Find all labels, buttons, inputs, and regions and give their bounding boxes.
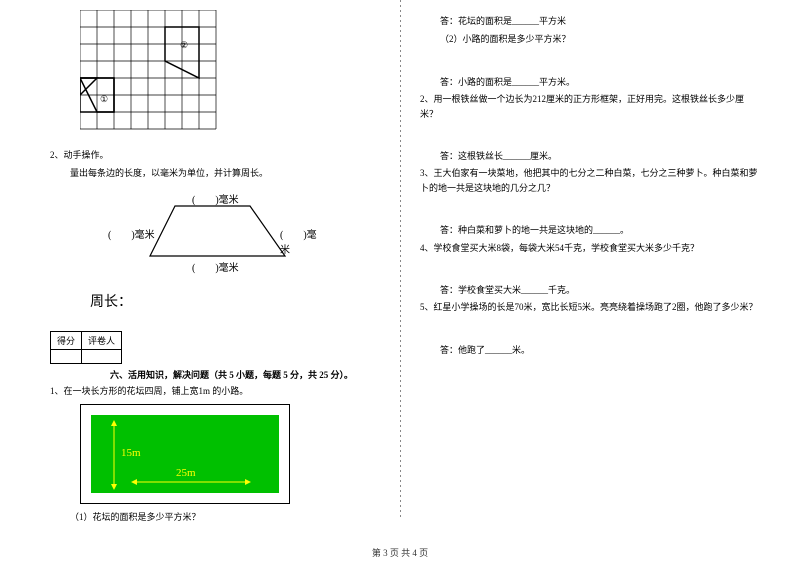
- trap-label-right: ( )毫米: [280, 226, 320, 256]
- rect-height-label: 15m: [121, 447, 141, 459]
- height-arrow-icon: [109, 420, 119, 490]
- score-table: 得分 评卷人: [50, 331, 122, 364]
- q1-sub1: （1）花坛的面积是多少平方米？: [70, 510, 390, 523]
- page-footer: 第 3 页 共 4 页: [0, 546, 800, 559]
- flowerbed-inner: 15m 25m: [91, 415, 279, 493]
- shape-1-label: ①: [100, 94, 108, 104]
- trap-label-left: ( )毫米: [108, 226, 155, 241]
- answer-1b: 答：小路的面积是______平方米。: [440, 75, 760, 89]
- q1-sub2: （2）小路的面积是多少平方米？: [440, 32, 760, 46]
- perimeter-label: 周长：: [90, 291, 390, 311]
- trap-label-bottom: ( )毫米: [192, 259, 239, 274]
- shape-2-label: ②: [180, 40, 188, 50]
- q5-right: 5、红星小学操场的长是70米，宽比长短5米。亮亮绕着操场跑了2圈，他跑了多少米？: [420, 300, 760, 314]
- rect-width-label: 25m: [176, 467, 196, 479]
- right-column: 答：花坛的面积是______平方米 （2）小路的面积是多少平方米？ 答：小路的面…: [420, 10, 760, 357]
- score-col-2: 评卷人: [82, 331, 122, 349]
- q2-right: 2、用一根铁丝做一个边长为212厘米的正方形框架，正好用完。这根铁丝长多少厘米？: [420, 92, 760, 121]
- q4-right: 4、学校食堂买大米8袋，每袋大米54千克，学校食堂买大米多少千克？: [420, 241, 760, 255]
- section-6-title: 六、活用知识，解决问题（共 5 小题，每题 5 分，共 25 分）。: [110, 368, 390, 381]
- q3-right: 3、王大伯家有一块菜地，他把其中的七分之二种白菜，七分之三种萝卜。种白菜和萝卜的…: [420, 166, 760, 195]
- grid-svg: ① ②: [80, 10, 230, 140]
- flowerbed-figure: 15m 25m: [80, 404, 290, 504]
- grid-figure: ① ②: [80, 10, 390, 140]
- answer-5: 答：他跑了______米。: [440, 343, 760, 357]
- column-divider: [400, 0, 401, 520]
- trapezoid-figure: ( )毫米 ( )毫米 ( )毫米 ( )毫米: [120, 191, 320, 281]
- score-col-1: 得分: [51, 331, 82, 349]
- answer-1a: 答：花坛的面积是______平方米: [440, 14, 760, 28]
- q2-number: 2、动手操作。: [50, 148, 390, 162]
- q1: 1、在一块长方形的花坛四周，铺上宽1m 的小路。: [50, 384, 390, 398]
- trap-label-top: ( )毫米: [192, 191, 239, 206]
- answer-2: 答：这根铁丝长______厘米。: [440, 149, 760, 163]
- left-column: ① ② 2、动手操作。 量出每条边的长度，以毫米为单位，并计算周长。 ( )毫米…: [50, 10, 390, 523]
- answer-4: 答：学校食堂买大米______千克。: [440, 283, 760, 297]
- answer-3: 答：种白菜和萝卜的地一共是这块地的______。: [440, 223, 760, 237]
- q2-text: 量出每条边的长度，以毫米为单位，并计算周长。: [70, 166, 390, 180]
